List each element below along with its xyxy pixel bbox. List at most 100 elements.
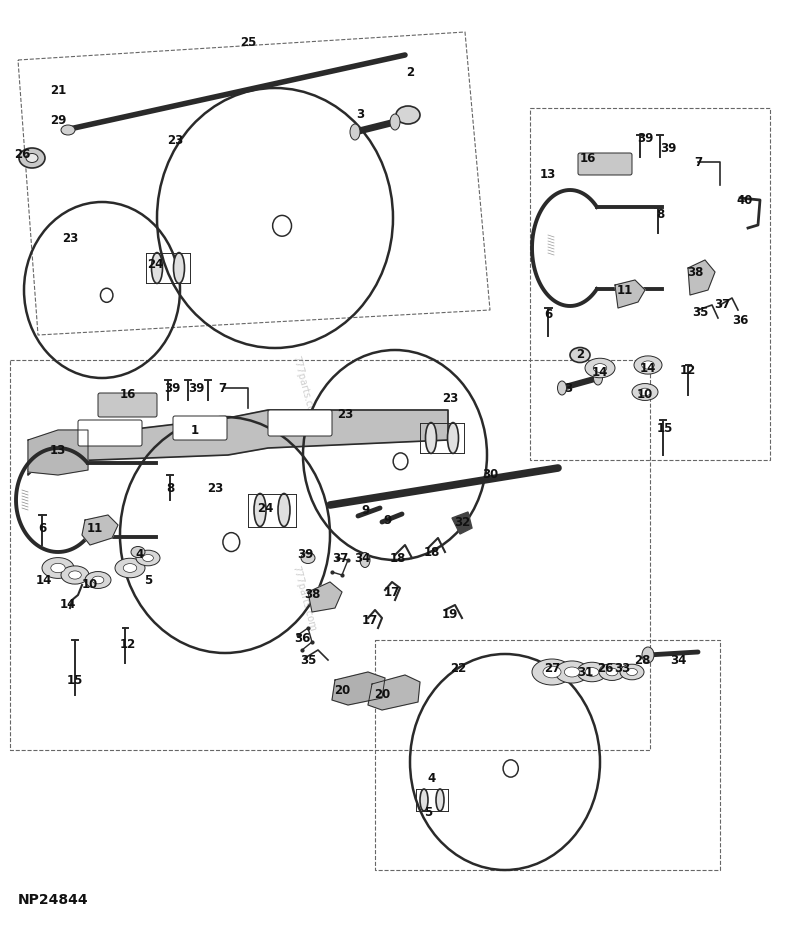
Ellipse shape (61, 125, 75, 135)
Text: 4: 4 (136, 548, 144, 561)
Text: 20: 20 (334, 684, 350, 697)
Ellipse shape (577, 662, 607, 682)
Text: 23: 23 (62, 232, 78, 245)
Ellipse shape (51, 563, 66, 573)
Text: 15: 15 (67, 673, 83, 686)
Text: 16: 16 (580, 151, 596, 164)
Polygon shape (368, 675, 420, 710)
Ellipse shape (606, 668, 618, 676)
Text: 11: 11 (87, 521, 103, 534)
Text: 29: 29 (50, 114, 66, 126)
Text: 9: 9 (384, 514, 392, 527)
Ellipse shape (396, 106, 420, 124)
Ellipse shape (599, 663, 625, 681)
Text: 17: 17 (384, 586, 400, 599)
Text: 23: 23 (337, 408, 353, 421)
Text: 23: 23 (167, 134, 183, 147)
Text: 777parts.com: 777parts.com (290, 354, 317, 422)
Text: 36: 36 (294, 631, 310, 644)
Ellipse shape (136, 550, 160, 566)
Text: 33: 33 (614, 661, 630, 674)
Ellipse shape (626, 669, 638, 675)
Text: 13: 13 (50, 444, 66, 457)
Ellipse shape (174, 252, 185, 283)
Text: 4: 4 (428, 771, 436, 785)
Ellipse shape (447, 422, 458, 453)
Text: 18: 18 (424, 545, 440, 559)
Ellipse shape (585, 359, 615, 377)
Text: 35: 35 (692, 305, 708, 318)
FancyBboxPatch shape (173, 416, 227, 440)
Text: 2: 2 (406, 65, 414, 78)
Text: 14: 14 (592, 365, 608, 378)
Ellipse shape (42, 558, 74, 578)
Ellipse shape (639, 389, 651, 396)
Text: 34: 34 (670, 654, 686, 667)
Text: 12: 12 (680, 363, 696, 376)
Text: 7: 7 (694, 155, 702, 168)
Text: 37: 37 (332, 551, 348, 564)
Text: 6: 6 (38, 521, 46, 534)
Text: 40: 40 (737, 193, 753, 206)
Ellipse shape (92, 576, 104, 584)
Text: 1: 1 (191, 423, 199, 436)
Text: 39: 39 (660, 141, 676, 154)
Text: 16: 16 (120, 389, 136, 402)
Ellipse shape (420, 789, 428, 811)
Text: 27: 27 (544, 661, 560, 674)
Text: 14: 14 (640, 361, 656, 375)
Text: 15: 15 (657, 421, 673, 434)
FancyBboxPatch shape (98, 393, 157, 417)
Text: 5: 5 (144, 573, 152, 587)
Ellipse shape (436, 789, 444, 811)
Text: 3: 3 (356, 108, 364, 121)
Text: 8: 8 (166, 482, 174, 494)
Polygon shape (28, 410, 448, 475)
Ellipse shape (360, 553, 370, 568)
Text: 14: 14 (60, 599, 76, 612)
Text: 2: 2 (576, 348, 584, 361)
Ellipse shape (142, 555, 154, 561)
Text: 19: 19 (442, 608, 458, 621)
Text: 20: 20 (374, 688, 390, 701)
Polygon shape (82, 515, 118, 545)
Text: 5: 5 (424, 805, 432, 818)
Ellipse shape (555, 661, 589, 683)
Text: 21: 21 (50, 83, 66, 96)
Ellipse shape (426, 422, 437, 453)
Ellipse shape (350, 124, 360, 140)
Text: 3: 3 (564, 381, 572, 394)
Text: 39: 39 (164, 381, 180, 394)
Text: 23: 23 (442, 391, 458, 404)
Text: 8: 8 (656, 208, 664, 221)
Ellipse shape (123, 563, 137, 573)
Ellipse shape (301, 553, 315, 563)
Polygon shape (332, 672, 385, 705)
Ellipse shape (632, 384, 658, 401)
Ellipse shape (61, 566, 89, 584)
Ellipse shape (634, 356, 662, 375)
Text: 39: 39 (637, 132, 653, 145)
Text: 26: 26 (597, 661, 613, 674)
Text: 24: 24 (147, 259, 163, 272)
Text: 18: 18 (390, 551, 406, 564)
Text: 26: 26 (14, 149, 30, 162)
Polygon shape (28, 430, 88, 475)
Text: 39: 39 (188, 381, 204, 394)
Polygon shape (308, 582, 342, 612)
FancyBboxPatch shape (78, 420, 142, 446)
Text: 22: 22 (450, 661, 466, 674)
Ellipse shape (278, 493, 290, 527)
Ellipse shape (390, 114, 400, 130)
Ellipse shape (543, 666, 561, 678)
Polygon shape (452, 512, 472, 534)
Ellipse shape (558, 381, 566, 395)
Text: 37: 37 (714, 299, 730, 312)
Text: 17: 17 (362, 614, 378, 627)
Text: 24: 24 (257, 502, 273, 515)
Ellipse shape (532, 659, 572, 685)
Text: 32: 32 (454, 516, 470, 529)
Ellipse shape (19, 148, 45, 168)
Text: 10: 10 (637, 389, 653, 402)
Ellipse shape (594, 363, 606, 373)
